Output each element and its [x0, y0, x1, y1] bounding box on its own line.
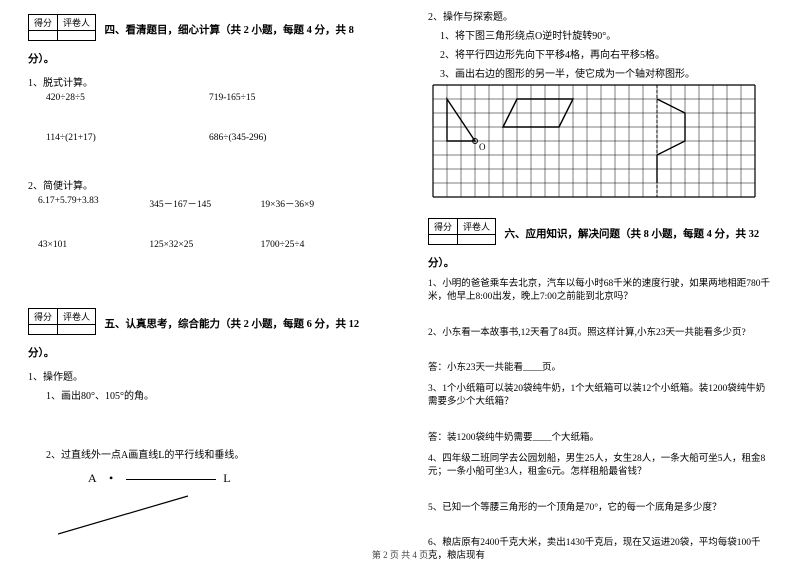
eq: 345－167－145 — [149, 196, 260, 210]
section-4-title-b: 分）。 — [28, 51, 372, 66]
score-h2: 评卷人 — [58, 15, 96, 31]
label-l: L — [223, 471, 230, 485]
score-box: 得分评卷人 — [428, 218, 496, 245]
score-h1: 得分 — [29, 15, 58, 31]
score-box: 得分评卷人 — [28, 14, 96, 41]
p6-5: 5、已知一个等腰三角形的一个顶角是70°，它的每一个底角是多少度？ — [428, 502, 772, 515]
q5-1a: 1、画出80°、105°的角。 — [46, 387, 372, 402]
eq: 125×32×25 — [149, 240, 260, 250]
grid-figure: O — [432, 84, 772, 198]
dot-icon: • — [109, 471, 113, 485]
eq: 719-165÷15 — [209, 93, 372, 103]
diagonal-line — [58, 492, 372, 538]
eq: 19×36－36×9 — [261, 196, 372, 210]
q5-2c: 3、画出右边的图形的另一半，使它成为一个轴对称图形。 — [440, 65, 772, 80]
eq: 1700÷25÷4 — [261, 240, 372, 250]
p6-1: 1、小明的爸爸乘车去北京，汽车以每小时68千米的速度行驶，如果两地相距780千米… — [428, 278, 772, 305]
q4-2: 2、简便计算。 — [28, 177, 372, 192]
p6-2ans: 答：小东23天一共能看____页。 — [428, 362, 772, 375]
p6-2: 2、小东看一本故事书,12天看了84页。照这样计算,小东23天一共能看多少页? — [428, 327, 772, 340]
eq: 114÷(21+17) — [46, 133, 209, 143]
q5-1: 1、操作题。 — [28, 368, 372, 383]
svg-text:O: O — [479, 142, 486, 152]
label-a: A — [88, 471, 96, 485]
q5-2a: 1、将下图三角形绕点O逆时针旋转90°。 — [440, 27, 772, 42]
p6-4: 4、四年级二班同学去公园划船，男生25人，女生28人，一条大船可坐5人，租金8元… — [428, 453, 772, 480]
eq: 43×101 — [38, 240, 149, 250]
p6-3: 3、1个小纸箱可以装20袋纯牛奶，1个大纸箱可以装12个小纸箱。装1200袋纯牛… — [428, 383, 772, 410]
section-6-title: 六、应用知识，解决问题（共 8 小题，每题 4 分，共 32 — [505, 218, 760, 241]
page-footer: 第 2 页 共 4 页 — [0, 548, 800, 561]
eq: 6.17+5.79+3.83 — [38, 196, 149, 210]
q5-2: 2、操作与探索题。 — [428, 8, 772, 23]
q4-1: 1、脱式计算。 — [28, 74, 372, 89]
section-5-title-b: 分）。 — [28, 345, 372, 360]
q5-2b: 2、将平行四边形先向下平移4格，再向右平移5格。 — [440, 46, 772, 61]
p6-3ans: 答：装1200袋纯牛奶需要____个大纸箱。 — [428, 432, 772, 445]
eq: 686÷(345-296) — [209, 133, 372, 143]
score-box: 得分评卷人 — [28, 308, 96, 335]
section-5-title: 五、认真思考，综合能力（共 2 小题，每题 6 分，共 12 — [105, 308, 360, 331]
q5-1b: 2、过直线外一点A画直线L的平行线和垂线。 — [46, 446, 372, 461]
section-4-title: 四、看清题目，细心计算（共 2 小题，每题 4 分，共 8 — [105, 14, 354, 37]
eq: 420÷28÷5 — [46, 93, 209, 103]
section-6-title-b: 分）。 — [428, 255, 772, 270]
line-l — [126, 479, 216, 480]
